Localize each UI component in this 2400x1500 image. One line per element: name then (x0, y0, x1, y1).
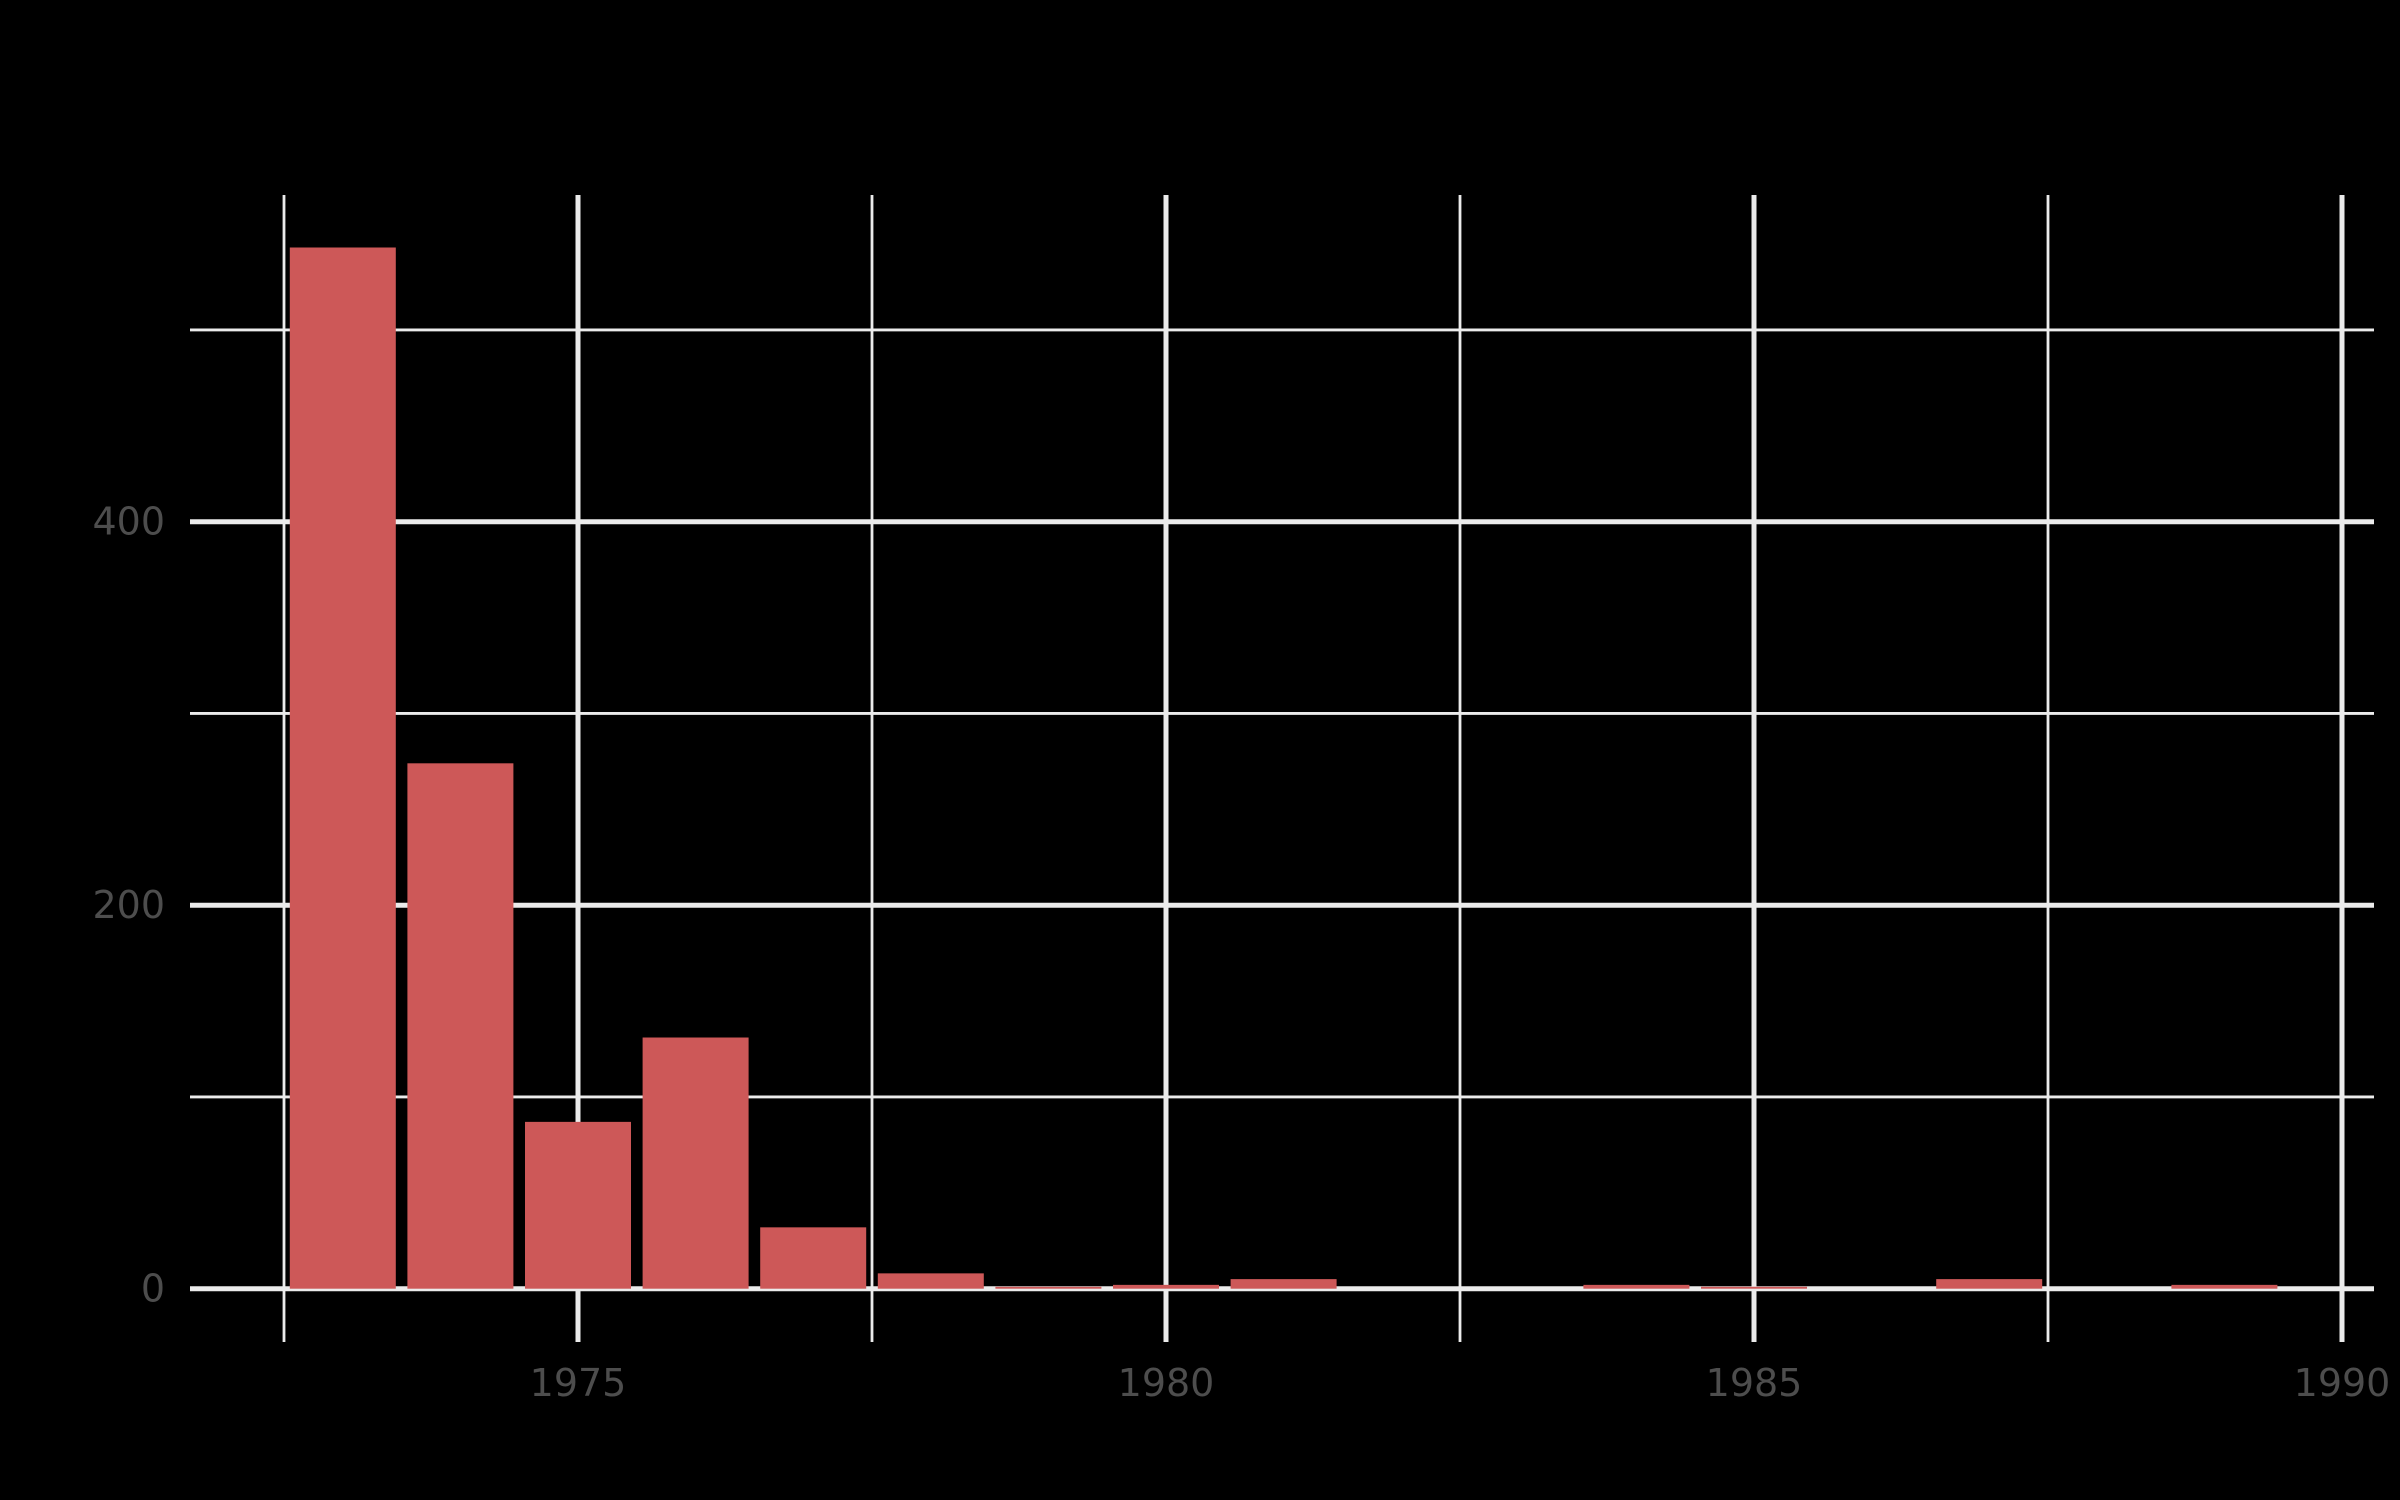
x-tick-label: 1975 (530, 1361, 627, 1405)
x-tick-label: 1990 (2294, 1361, 2391, 1405)
bar-1981 (1230, 1279, 1337, 1289)
bar-1974 (407, 763, 514, 1289)
x-axis-tick-labels: 1975 1980 1985 1990 (530, 1361, 2391, 1405)
bar-1979 (995, 1286, 1102, 1289)
x-tick-label: 1980 (1118, 1361, 1215, 1405)
bar-1987 (1936, 1279, 2043, 1289)
y-axis-tick-labels: 0 200 400 (92, 500, 165, 1311)
bar-1980 (1113, 1284, 1219, 1289)
bar-1975 (525, 1121, 631, 1289)
y-tick-label: 400 (92, 500, 165, 544)
y-tick-label: 0 (141, 1267, 165, 1311)
minor-gridlines (190, 195, 2374, 1342)
bar-1984 (1583, 1284, 1690, 1289)
bar-series (289, 247, 2278, 1289)
bar-1989 (2171, 1284, 2278, 1289)
y-tick-label: 200 (92, 883, 165, 927)
bar-1977 (760, 1227, 867, 1289)
x-tick-label: 1985 (1706, 1361, 1803, 1405)
bar-1976 (642, 1037, 749, 1289)
bar-1985 (1701, 1286, 1807, 1289)
bar-1978 (877, 1273, 984, 1289)
bar-1973 (289, 247, 396, 1289)
